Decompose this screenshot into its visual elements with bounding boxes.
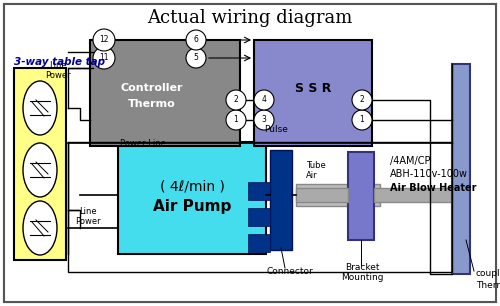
Text: Actual wiring diagram: Actual wiring diagram <box>148 9 352 27</box>
Bar <box>254 40 372 146</box>
Text: Mounting: Mounting <box>341 274 384 282</box>
Circle shape <box>93 47 115 69</box>
Text: Thermo: Thermo <box>476 281 500 289</box>
Text: Controller: Controller <box>121 83 183 93</box>
Circle shape <box>93 29 115 51</box>
Text: Connector: Connector <box>266 267 314 277</box>
Text: ( 4ℓ/min ): ( 4ℓ/min ) <box>160 179 224 193</box>
Text: 12: 12 <box>99 35 109 44</box>
Text: 1: 1 <box>234 115 238 125</box>
Bar <box>14 68 66 260</box>
Bar <box>296 184 380 206</box>
Ellipse shape <box>23 81 57 135</box>
Text: 4: 4 <box>262 95 266 105</box>
Text: Power: Power <box>75 218 101 226</box>
Bar <box>296 188 348 202</box>
Text: Air Pump: Air Pump <box>153 200 231 215</box>
Circle shape <box>352 110 372 130</box>
Text: Line: Line <box>49 61 67 69</box>
Text: Air Blow Heater: Air Blow Heater <box>390 183 476 193</box>
Text: 5: 5 <box>194 54 198 62</box>
Bar <box>248 208 270 226</box>
Bar <box>90 40 240 146</box>
Text: 3-way table tap: 3-way table tap <box>14 57 105 67</box>
Ellipse shape <box>23 201 57 255</box>
Circle shape <box>352 90 372 110</box>
Text: Power Line: Power Line <box>120 139 166 147</box>
Text: Thermo: Thermo <box>128 99 176 109</box>
Text: 2: 2 <box>360 95 364 105</box>
Text: Bracket: Bracket <box>345 263 380 273</box>
Text: /4AM/CP: /4AM/CP <box>390 156 430 166</box>
Text: Power: Power <box>45 72 71 80</box>
Bar <box>374 188 454 202</box>
Circle shape <box>254 90 274 110</box>
Ellipse shape <box>23 143 57 197</box>
Circle shape <box>186 48 206 68</box>
Text: couple: couple <box>476 270 500 278</box>
Text: Air: Air <box>306 170 318 180</box>
Bar <box>348 152 374 240</box>
Text: ABH-110v-100w: ABH-110v-100w <box>390 169 468 179</box>
Text: S S R: S S R <box>295 81 331 95</box>
Circle shape <box>254 110 274 130</box>
Bar <box>248 182 270 200</box>
Text: 1: 1 <box>360 115 364 125</box>
Text: Line: Line <box>79 207 97 215</box>
Circle shape <box>186 30 206 50</box>
Text: 11: 11 <box>99 54 109 62</box>
Text: 2: 2 <box>234 95 238 105</box>
Bar <box>452 64 470 274</box>
Circle shape <box>226 110 246 130</box>
Text: 3: 3 <box>262 115 266 125</box>
Bar <box>248 234 270 252</box>
Text: Tube: Tube <box>306 161 326 170</box>
Bar <box>270 150 292 250</box>
Bar <box>118 142 266 254</box>
Text: 6: 6 <box>194 35 198 44</box>
Bar <box>68 142 452 272</box>
Text: Pulse: Pulse <box>264 125 288 135</box>
Circle shape <box>226 90 246 110</box>
